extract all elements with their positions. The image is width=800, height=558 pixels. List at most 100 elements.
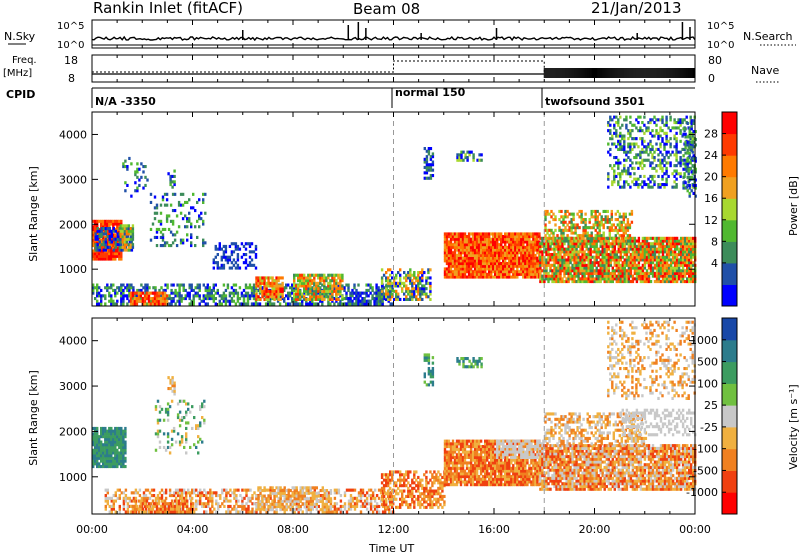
heatmap-cell [576,213,578,216]
heatmap-cell [548,221,550,224]
heatmap-cell [617,164,619,167]
heatmap-cell [541,253,543,256]
heatmap-cell [200,212,202,215]
heatmap-cell [381,290,383,293]
heatmap-cell [105,240,107,243]
heatmap-cell [570,237,572,240]
heatmap-cell [577,275,579,278]
heatmap-cell [574,240,576,243]
heatmap-cell [669,118,671,121]
heatmap-cell [389,290,391,293]
heatmap-cell [547,250,549,253]
heatmap-cell [201,300,203,303]
heatmap-cell [552,213,554,216]
heatmap-cell [120,258,122,261]
heatmap-cell [271,276,273,279]
heatmap-cell [625,213,627,216]
colorbar-tick-label: 20 [704,171,718,184]
heatmap-cell [504,262,506,265]
heatmap-cell [178,286,180,289]
heatmap-cell [604,253,606,256]
heatmap-cell [628,277,630,280]
heatmap-cell [653,167,655,170]
heatmap-cell [655,170,657,173]
heatmap-cell [156,204,158,207]
heatmap-cell [421,298,423,301]
heatmap-cell [122,302,124,305]
heatmap-cell [543,261,545,264]
heatmap-cell [615,175,617,178]
heatmap-cell [351,289,353,292]
heatmap-cell [482,243,484,246]
heatmap-cell [170,289,172,292]
heatmap-cell [629,172,631,175]
heatmap-cell [624,250,626,253]
heatmap-cell [618,237,620,240]
heatmap-cell [102,255,104,258]
heatmap-cell [549,267,551,270]
heatmap-cell [150,193,152,196]
heatmap-cell [309,287,311,290]
heatmap-cell [174,193,176,196]
heatmap-cell [142,300,144,303]
heatmap-cell [150,239,152,242]
heatmap-cell [207,302,209,305]
heatmap-cell [178,201,180,204]
velocity-heatmap [92,321,696,514]
heatmap-cell [544,226,546,229]
heatmap-cell [375,297,377,300]
heatmap-cell [669,137,671,140]
heatmap-cell [558,226,560,229]
heatmap-cell [624,261,626,264]
heatmap-cell [629,234,631,237]
heatmap-cell [339,290,341,293]
heatmap-cell [663,143,665,146]
heatmap-cell [564,215,566,218]
heatmap-cell [627,218,629,221]
heatmap-cell [335,295,337,298]
heatmap-cell [409,268,411,271]
heatmap-cell [623,218,625,221]
heatmap-cell [683,118,685,121]
heatmap-cell [553,250,555,253]
heatmap-cell [122,289,124,292]
heatmap-cell [593,226,595,229]
heatmap-cell [646,240,648,243]
heatmap-cell [383,274,385,277]
heatmap-cell [227,284,229,287]
heatmap-cell [255,245,257,248]
heatmap-cell [122,284,124,287]
heatmap-cell [689,192,691,195]
heatmap-cell [629,159,631,162]
heatmap-cell [679,140,681,143]
heatmap-cell [124,189,126,192]
heatmap-cell [596,242,598,245]
heatmap-cell [173,183,175,186]
heatmap-cell [665,172,667,175]
heatmap-cell [389,268,391,271]
heatmap-cell [315,293,317,296]
heatmap-cell [170,244,172,247]
heatmap-cell [197,292,199,295]
heatmap-cell [283,300,285,303]
heatmap-cell [624,267,626,270]
heatmap-cell [247,302,249,305]
heatmap-cell [676,245,678,248]
heatmap-cell [172,220,174,223]
heatmap-cell [166,217,168,220]
heatmap-cell [317,290,319,293]
heatmap-cell [665,170,667,173]
heatmap-cell [605,210,607,213]
heatmap-cell [613,170,615,173]
heatmap-cell [684,280,686,283]
heatmap-cell [621,223,623,226]
heatmap-cell [138,184,140,187]
heatmap-cell [607,215,609,218]
heatmap-cell [136,162,138,165]
heatmap-cell [524,249,526,252]
heatmap-cell [566,210,568,213]
heatmap-cell [241,256,243,259]
heatmap-cell [653,180,655,183]
heatmap-cell [253,264,255,267]
heatmap-cell [411,279,413,282]
